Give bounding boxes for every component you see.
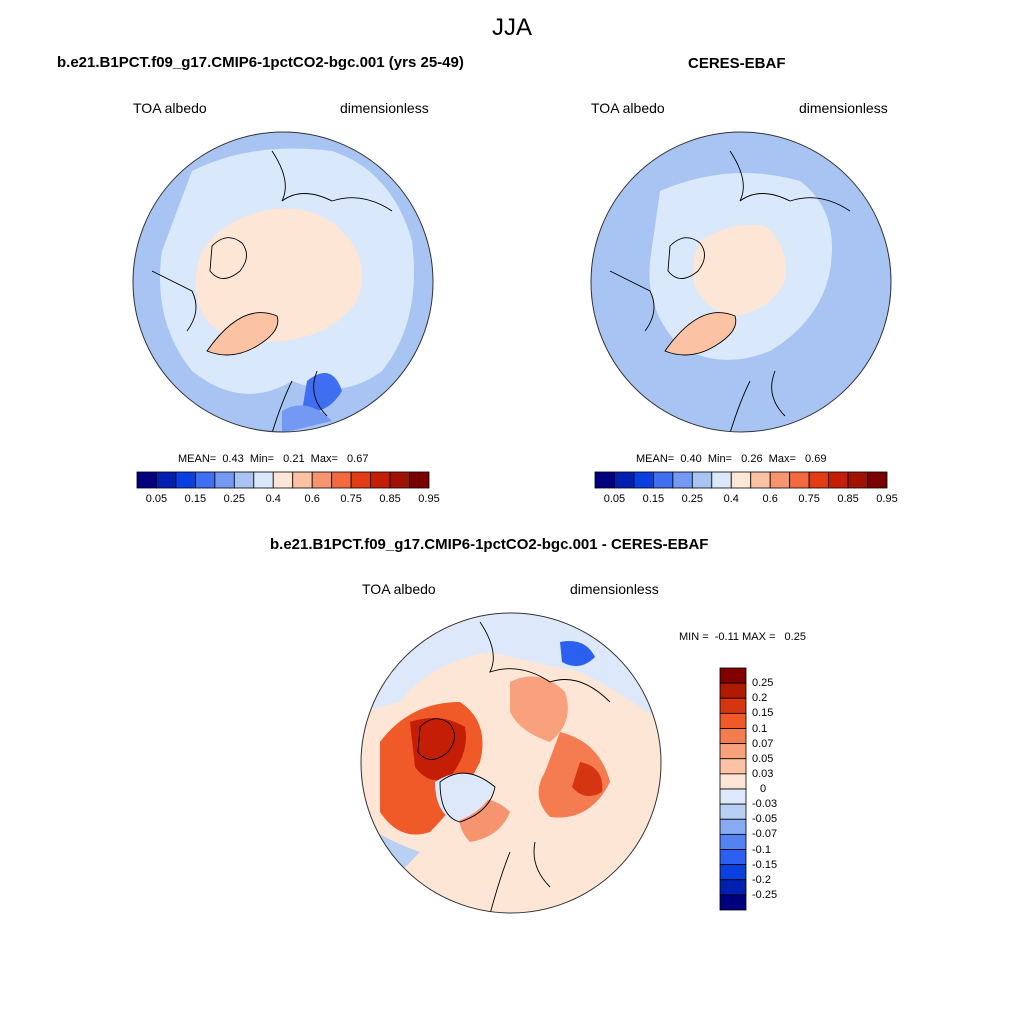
panel2-colorbar-label: 0.15 bbox=[642, 493, 665, 505]
panel3-colorbar-swatch bbox=[719, 803, 747, 820]
panel2-colorbar-swatch bbox=[711, 471, 732, 489]
panel3-colorbar-swatch bbox=[719, 743, 747, 760]
panel2-colorbar-swatch bbox=[847, 471, 868, 489]
panel2-colorbar-label: 0.6 bbox=[762, 493, 778, 505]
panel3-colorbar-swatch bbox=[719, 682, 747, 699]
panel3-colorbar-label: -0.1 bbox=[752, 843, 771, 856]
panel3-colorbar-label: -0.05 bbox=[752, 813, 778, 826]
panel3-colorbar-label: 0.2 bbox=[752, 692, 768, 705]
panel3-title: b.e21.B1PCT.f09_g17.CMIP6-1pctCO2-bgc.00… bbox=[270, 536, 709, 553]
panel2-colorbar-labels: 0.05 0.15 0.25 0.4 0.6 0.75 0.85 0.95 bbox=[595, 493, 898, 507]
panel3-colorbar-swatch bbox=[719, 849, 747, 866]
panel1-colorbar-swatch bbox=[195, 471, 216, 489]
panel3-units: dimensionless bbox=[570, 581, 659, 597]
panel2-title: CERES-EBAF bbox=[688, 55, 786, 72]
panel1-colorbar-label: 0.85 bbox=[379, 493, 401, 505]
panel1-colorbar-label: 0.95 bbox=[418, 493, 440, 505]
panel2-variable: TOA albedo bbox=[591, 100, 665, 116]
panel2-colorbar-swatch bbox=[691, 471, 713, 489]
panel1-colorbar-swatch bbox=[136, 471, 157, 489]
panel3-colorbar-swatch bbox=[719, 818, 747, 835]
panel2-colorbar-swatch bbox=[828, 471, 849, 489]
panel1-colorbar-swatch bbox=[156, 471, 177, 489]
panel3-colorbar-label: 0.1 bbox=[752, 722, 768, 735]
panel2-colorbar-swatch bbox=[672, 471, 693, 489]
panel2-stats: MEAN= 0.40 Min= 0.26 Max= 0.69 bbox=[636, 453, 827, 465]
panel1-map bbox=[132, 131, 434, 433]
panel2-colorbar-swatch bbox=[633, 471, 654, 489]
panel3-colorbar-label: 0.03 bbox=[752, 767, 774, 780]
panel3-colorbar-swatch bbox=[719, 728, 747, 745]
panel2-colorbar-label: 0.05 bbox=[603, 493, 626, 505]
panel1-colorbar-swatch bbox=[409, 471, 430, 489]
panel3-colorbar-swatch bbox=[719, 864, 747, 881]
panel1-colorbar-swatch bbox=[331, 471, 352, 489]
panel1-colorbar-labels: 0.05 0.15 0.25 0.4 0.6 0.75 0.85 0.95 bbox=[137, 493, 440, 507]
panel1-colorbar-swatch bbox=[253, 471, 274, 489]
panel1-colorbar-swatch bbox=[272, 471, 294, 489]
panel3-colorbar-label: 0 bbox=[760, 783, 767, 795]
panel1-title: b.e21.B1PCT.f09_g17.CMIP6-1pctCO2-bgc.00… bbox=[57, 54, 464, 71]
panel2-colorbar-swatch bbox=[769, 471, 791, 489]
panel2-colorbar-swatch bbox=[789, 471, 810, 489]
panel3-colorbar-swatch bbox=[719, 788, 747, 805]
panel1-colorbar-swatch bbox=[311, 471, 333, 489]
panel3-colorbar-swatch bbox=[719, 773, 747, 790]
panel3-colorbar bbox=[719, 667, 747, 911]
panel1-units: dimensionless bbox=[340, 100, 429, 116]
panel1-colorbar-swatch bbox=[175, 471, 196, 489]
panel3-colorbar-label: 0.07 bbox=[752, 737, 774, 750]
panel1-colorbar bbox=[136, 471, 430, 489]
panel1-colorbar-swatch bbox=[370, 471, 391, 489]
panel3-colorbar-label: -0.2 bbox=[752, 873, 771, 886]
panel2-colorbar-swatch bbox=[730, 471, 752, 489]
panel2-units: dimensionless bbox=[799, 100, 888, 116]
panel1-colorbar-label: 0.25 bbox=[223, 493, 246, 505]
panel1-colorbar-swatch bbox=[292, 471, 313, 489]
panel3-colorbar-label: 0.25 bbox=[752, 677, 774, 690]
panel3-colorbar-swatch bbox=[719, 667, 747, 684]
panel2-colorbar-swatch bbox=[653, 471, 674, 489]
panel2-colorbar-label: 0.85 bbox=[837, 493, 859, 505]
panel3-colorbar-label: 0.05 bbox=[752, 752, 774, 765]
panel2-colorbar-swatch bbox=[750, 471, 771, 489]
panel1-variable: TOA albedo bbox=[133, 100, 207, 116]
panel3-colorbar-swatch bbox=[719, 712, 747, 729]
panel3-colorbar-swatch bbox=[719, 833, 747, 850]
panel1-stats: MEAN= 0.43 Min= 0.21 Max= 0.67 bbox=[178, 453, 369, 465]
panel3-colorbar-swatch bbox=[719, 758, 747, 775]
figure-title: JJA bbox=[491, 14, 533, 41]
panel2-colorbar-swatch bbox=[867, 471, 888, 489]
panel2-map bbox=[590, 131, 892, 433]
panel2-colorbar-label: 0.25 bbox=[681, 493, 704, 505]
panel2-colorbar-swatch bbox=[614, 471, 635, 489]
panel3-colorbar-swatch bbox=[719, 879, 747, 896]
panel2-colorbar-label: 0.4 bbox=[723, 493, 739, 505]
panel1-colorbar-label: 0.05 bbox=[145, 493, 168, 505]
panel3-map bbox=[360, 612, 662, 914]
panel3-colorbar-labels: 0.25 0.2 0.15 0.1 0.07 0.05 0.03 0 -0.03 -0.05 -0.… bbox=[752, 668, 792, 910]
panel2-colorbar-label: 0.75 bbox=[798, 493, 820, 505]
panel1-colorbar-label: 0.6 bbox=[304, 493, 320, 505]
panel3-stats: MIN = -0.11 MAX = 0.25 bbox=[679, 631, 806, 643]
panel3-colorbar-label: -0.15 bbox=[752, 858, 778, 871]
panel2-colorbar-label: 0.95 bbox=[876, 493, 898, 505]
panel3-colorbar-swatch bbox=[719, 894, 747, 911]
panel2-colorbar-swatch bbox=[594, 471, 615, 489]
panel1-colorbar-label: 0.15 bbox=[184, 493, 207, 505]
panel2-colorbar bbox=[594, 471, 888, 489]
panel3-colorbar-label: 0.15 bbox=[752, 707, 774, 720]
panel1-colorbar-label: 0.4 bbox=[265, 493, 281, 505]
panel3-colorbar-label: -0.25 bbox=[752, 888, 778, 901]
panel1-colorbar-swatch bbox=[214, 471, 235, 489]
panel3-colorbar-label: -0.03 bbox=[752, 798, 778, 811]
panel1-colorbar-swatch bbox=[389, 471, 410, 489]
panel3-colorbar-swatch bbox=[719, 697, 747, 714]
panel1-colorbar-swatch bbox=[350, 471, 371, 489]
panel1-colorbar-label: 0.75 bbox=[340, 493, 362, 505]
panel3-colorbar-label: -0.07 bbox=[752, 828, 778, 841]
panel2-colorbar-swatch bbox=[808, 471, 829, 489]
panel3-variable: TOA albedo bbox=[362, 581, 436, 597]
panel1-colorbar-swatch bbox=[233, 471, 255, 489]
